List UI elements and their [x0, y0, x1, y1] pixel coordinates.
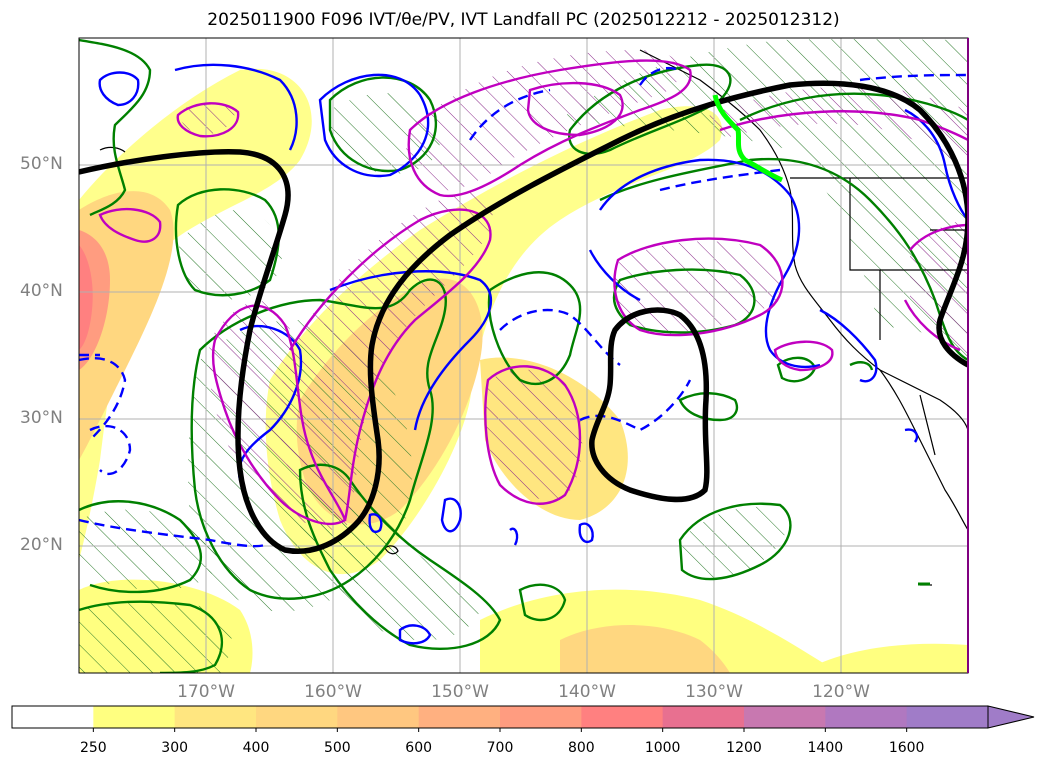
lon-label-130w: 130°W	[685, 682, 743, 702]
colorbar-bin	[337, 706, 420, 728]
colorbar-tick-label: 300	[161, 740, 189, 756]
colorbar-extend-arrow	[987, 705, 1035, 729]
blue-contours	[79, 63, 968, 645]
map-title: 2025011900 F096 IVT/θe/PV, IVT Landfall …	[207, 10, 840, 30]
colorbar-bin	[500, 706, 582, 728]
lon-label-140w: 140°W	[558, 682, 616, 702]
colorbar-tick-label: 250	[79, 740, 107, 756]
lon-label-150w: 150°W	[431, 682, 489, 702]
lon-label-120w: 120°W	[812, 682, 870, 702]
colorbar-tick-label: 1200	[726, 740, 762, 756]
lon-label-170w: 170°W	[177, 682, 235, 702]
lat-label-40n: 40°N	[20, 281, 63, 301]
map-layers	[79, 38, 968, 673]
colorbar-tick-label: 800	[567, 740, 595, 756]
magenta-contours	[98, 59, 968, 526]
colorbar-tick-label: 700	[486, 740, 514, 756]
colorbar-tick-label: 1400	[807, 740, 844, 756]
colorbar	[11, 705, 1035, 732]
colorbar-bin	[418, 706, 501, 728]
lat-label-20n: 20°N	[20, 535, 63, 555]
colorbar-bin	[12, 706, 94, 728]
lon-label-160w: 160°W	[304, 682, 362, 702]
colorbar-bin	[744, 706, 826, 728]
graticule	[79, 38, 968, 673]
lat-label-30n: 30°N	[20, 408, 63, 428]
lat-label-50n: 50°N	[20, 154, 63, 174]
colorbar-tick-label: 500	[323, 740, 351, 756]
colorbar-bin	[174, 706, 257, 728]
colorbar-tick-label: 600	[405, 740, 433, 756]
colorbar-bin	[581, 706, 664, 728]
colorbar-tick-label: 400	[242, 740, 270, 756]
landfall-line	[712, 94, 783, 183]
colorbar-tick-label: 1000	[644, 740, 681, 756]
colorbar-bin	[93, 706, 176, 728]
colorbar-bin	[662, 706, 745, 728]
black-contour	[79, 80, 968, 554]
colorbar-tick-label: 1600	[888, 740, 925, 756]
colorbar-bin	[825, 706, 908, 728]
coastlines	[99, 49, 968, 586]
colorbar-bin	[906, 706, 989, 728]
colorbar-bin	[256, 706, 338, 728]
